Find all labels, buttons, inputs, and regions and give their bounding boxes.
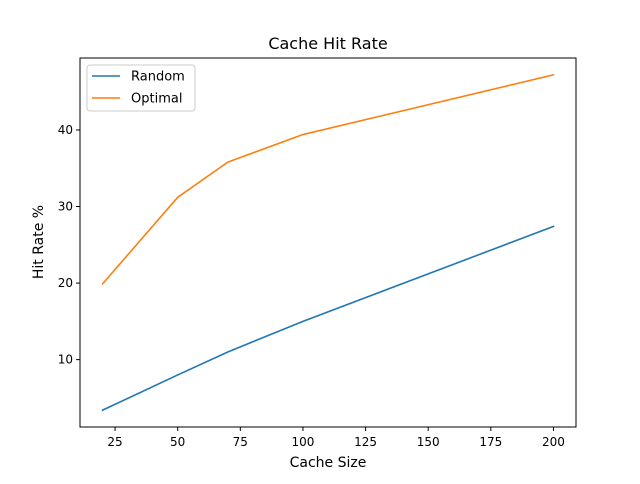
y-tick-label: 20 <box>58 276 73 290</box>
legend-label-optimal: Optimal <box>131 92 182 107</box>
x-axis-ticks: 25 50 75 100 125 150 175 200 <box>107 427 565 449</box>
y-tick-label: 30 <box>58 200 73 214</box>
y-axis-ticks: 10 20 30 40 <box>58 123 80 367</box>
plot-area-frame <box>79 57 577 428</box>
y-tick-label: 40 <box>58 123 73 137</box>
series-line-optimal <box>101 73 555 285</box>
y-axis-label: Hit Rate % <box>31 205 47 279</box>
x-tick-label: 150 <box>417 435 440 449</box>
x-tick-label: 200 <box>542 435 565 449</box>
x-tick-label: 75 <box>233 435 248 449</box>
legend-entries: Random Optimal <box>92 70 185 107</box>
x-tick-label: 50 <box>170 435 185 449</box>
legend-label-random: Random <box>131 70 185 85</box>
chart-title: Cache Hit Rate <box>268 34 387 53</box>
x-tick-label: 25 <box>107 435 122 449</box>
x-tick-label: 125 <box>354 435 377 449</box>
legend: Random Optimal <box>86 64 196 112</box>
x-axis-label: Cache Size <box>290 455 367 471</box>
y-tick-label: 10 <box>58 353 73 367</box>
series-lines <box>101 73 555 412</box>
series-line-random <box>101 225 555 412</box>
x-tick-label: 100 <box>291 435 314 449</box>
x-tick-label: 175 <box>479 435 502 449</box>
